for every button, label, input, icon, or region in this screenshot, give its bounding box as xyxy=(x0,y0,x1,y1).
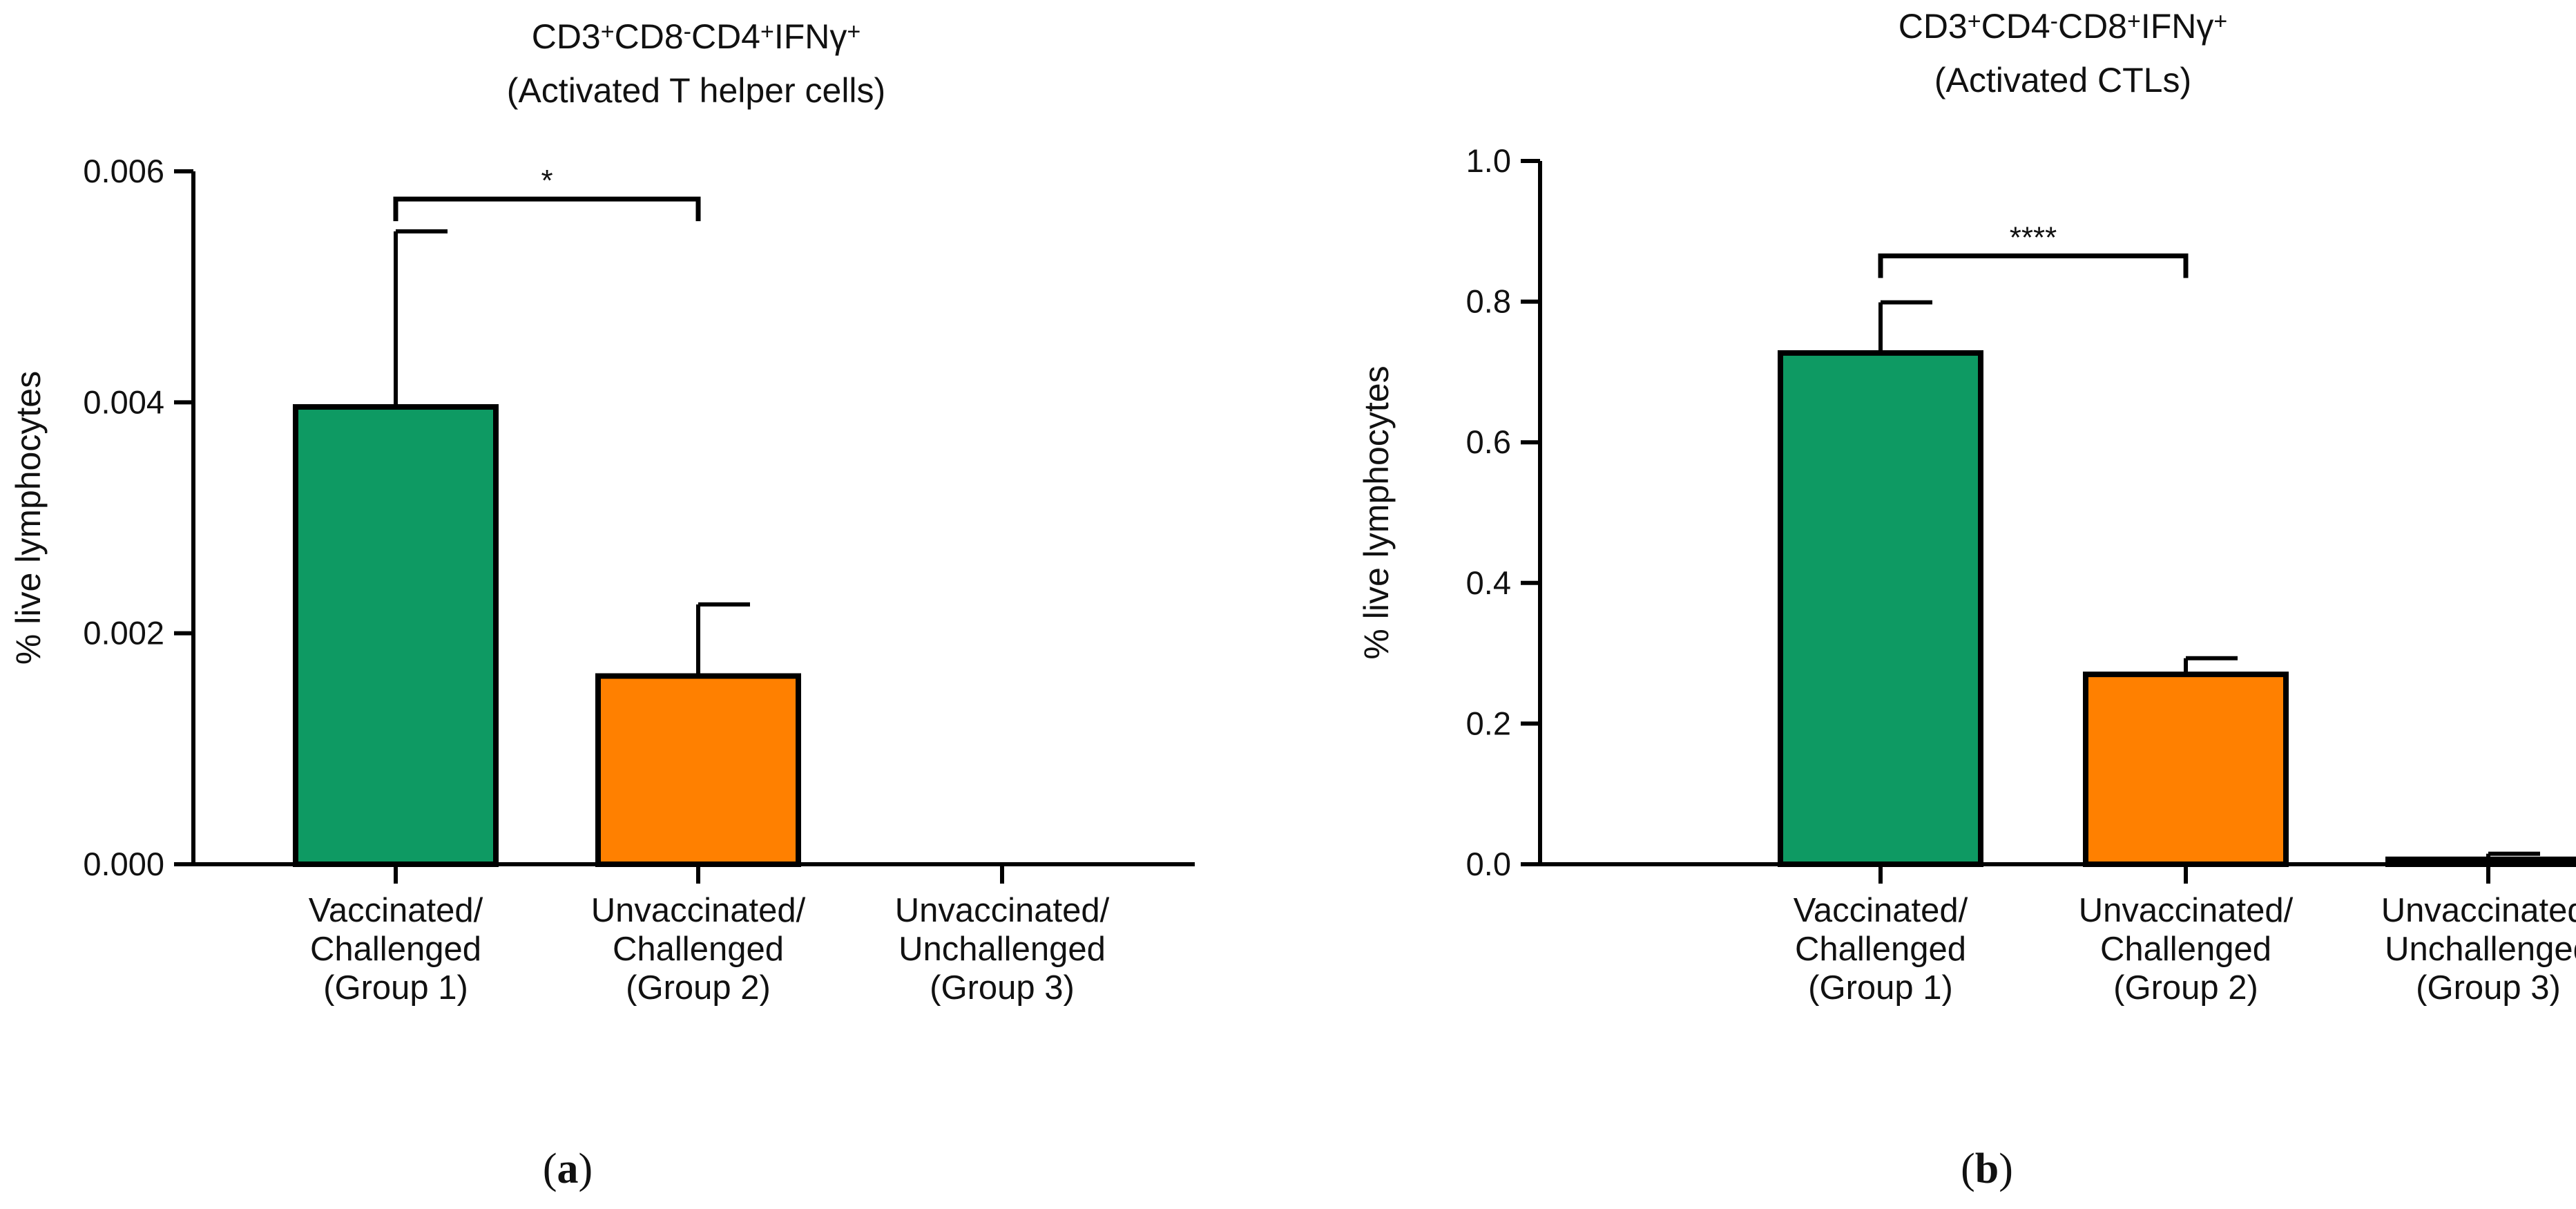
chart-title-line-1: CD3+CD8-CD4+IFNγ+ xyxy=(532,17,861,56)
chart-activated-t-helper-cells: CD3+CD8-CD4+IFNγ+ (Activated T helper cel… xyxy=(9,17,1195,1192)
x-category-label-group-3: (Group 3) xyxy=(930,969,1075,1007)
chart-title-line-2: (Activated CTLs) xyxy=(1934,61,2191,99)
y-tick-label: 0.0 xyxy=(1466,846,1511,882)
y-tick-label: 0.000 xyxy=(83,846,164,882)
y-axis-label: % live lymphocytes xyxy=(9,371,48,665)
x-category-label-group-3: (Group 3) xyxy=(2416,969,2561,1007)
significance-bracket xyxy=(393,196,701,222)
subfigure-label: (a) xyxy=(543,1145,593,1192)
y-tick-label: 0.004 xyxy=(83,383,164,420)
y-tick-label: 0.8 xyxy=(1466,283,1511,320)
significance-marker: * xyxy=(541,164,552,198)
bar-group-2 xyxy=(595,673,801,867)
x-category-label-group-1: (Group 1) xyxy=(323,969,468,1007)
significance-marker: **** xyxy=(2010,220,2057,254)
x-category-label-group-3: Unvaccinated/ xyxy=(2381,892,2576,929)
y-tick-label: 0.006 xyxy=(83,153,164,189)
x-category-label-group-2: (Group 2) xyxy=(2113,969,2258,1007)
y-tick-label: 0.6 xyxy=(1466,423,1511,460)
x-category-label-group-2: Challenged xyxy=(2100,931,2271,968)
x-category-label-group-3: Unchallenged xyxy=(898,931,1106,968)
x-category-label-group-2: Unvaccinated/ xyxy=(2079,892,2294,929)
chart-activated-ctls: CD3+CD4-CD8+IFNγ+ (Activated CTLs) 0.0 0.2 0… xyxy=(1357,7,2576,1192)
bar-group-1 xyxy=(1778,350,1983,867)
y-tick-label: 0.2 xyxy=(1466,705,1511,741)
bar-group-2 xyxy=(2083,672,2289,867)
x-category-label-group-2: (Group 2) xyxy=(626,969,771,1007)
bar-group-1 xyxy=(293,404,499,867)
x-category-label-group-1: (Group 1) xyxy=(1808,969,1953,1007)
x-category-label-group-1: Vaccinated/ xyxy=(1794,892,1968,929)
significance-bracket xyxy=(1878,253,2189,278)
chart-title-line-1: CD3+CD4-CD8+IFNγ+ xyxy=(1899,7,2228,46)
y-tick-label: 0.4 xyxy=(1466,564,1511,601)
y-tick-label: 1.0 xyxy=(1466,142,1511,179)
y-axis-label: % live lymphocytes xyxy=(1357,365,1396,659)
x-category-label-group-3: Unvaccinated/ xyxy=(895,892,1110,929)
x-category-label-group-1: Vaccinated/ xyxy=(309,892,483,929)
bar-group-3 xyxy=(2385,856,2576,868)
x-category-label-group-2: Challenged xyxy=(613,931,784,968)
chart-title-line-2: (Activated T helper cells) xyxy=(507,71,885,110)
y-tick-label: 0.002 xyxy=(83,615,164,651)
x-category-label-group-1: Challenged xyxy=(310,931,481,968)
x-category-label-group-1: Challenged xyxy=(1795,931,1966,968)
x-category-label-group-2: Unvaccinated/ xyxy=(591,892,806,929)
x-category-label-group-3: Unchallenged xyxy=(2385,931,2576,968)
subfigure-label: (b) xyxy=(1961,1145,2013,1192)
